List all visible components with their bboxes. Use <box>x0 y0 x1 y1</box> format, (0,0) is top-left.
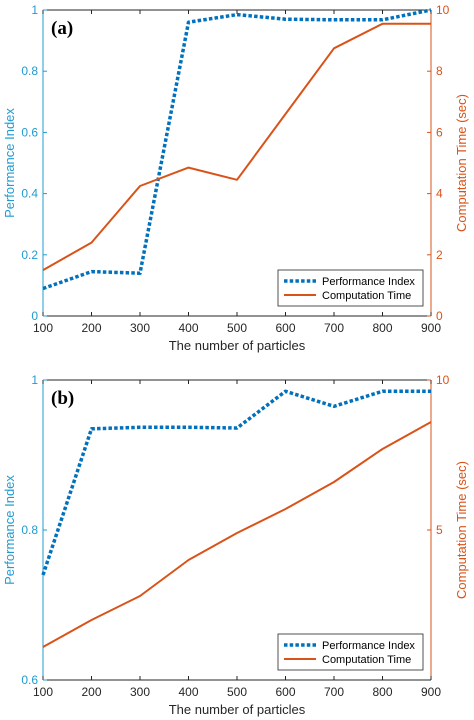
x-tick-label: 100 <box>33 685 53 699</box>
left-y-tick-label: 0.8 <box>21 64 38 78</box>
right-y-tick-label: 0 <box>436 309 443 323</box>
series-line-performance-index <box>42 8 432 291</box>
left-y-tick-label: 0.6 <box>21 673 38 687</box>
x-tick-label: 900 <box>421 685 441 699</box>
legend-label: Performance Index <box>322 276 415 288</box>
series-line-performance-index <box>41 389 431 576</box>
left-y-tick-label: 0.8 <box>21 523 38 537</box>
left-y-tick-label: 1 <box>31 373 38 387</box>
x-axis-label: The number of particles <box>169 338 306 353</box>
chart-panel-a: 100 200 300 400 500 600 700 800 90000.20.40.60.8… <box>2 3 469 353</box>
x-tick-label: 800 <box>372 685 392 699</box>
chart-panel-b: 100 200 300 400 500 600 700 800 900 0.6 0.8 1 5 10 The… <box>2 373 469 717</box>
x-tick-label: 600 <box>275 321 295 335</box>
legend-label: Computation Time <box>322 290 411 302</box>
right-y-tick-label: 2 <box>436 248 443 262</box>
right-y-axis-label: Computation Time (sec) <box>454 94 469 232</box>
series-line-computation-time <box>42 421 432 648</box>
legend-box <box>277 633 424 671</box>
x-tick-label: 300 <box>130 321 150 335</box>
left-y-tick-label: 0.4 <box>21 187 38 201</box>
x-tick-label: 700 <box>324 321 344 335</box>
x-tick-label: 400 <box>178 321 198 335</box>
panel-label: (a) <box>51 18 73 39</box>
x-tick-label: 800 <box>372 321 392 335</box>
x-tick-label: 100 <box>33 321 53 335</box>
right-y-axis-label: Computation Time (sec) <box>454 461 469 599</box>
x-tick-label: 300 <box>130 685 150 699</box>
legend-label: Computation Time <box>322 654 411 666</box>
right-y-tick-label: 4 <box>436 187 443 201</box>
right-y-tick-label: 5 <box>436 523 443 537</box>
x-tick-label: 600 <box>275 685 295 699</box>
x-tick-label: 500 <box>227 685 247 699</box>
x-tick-label: 700 <box>324 685 344 699</box>
x-tick-label: 200 <box>81 685 101 699</box>
x-tick-label: 400 <box>178 685 198 699</box>
left-y-tick-label: 1 <box>31 3 38 17</box>
left-y-axis-label: Performance Index <box>2 108 17 218</box>
left-y-axis-label: Performance Index <box>2 475 17 585</box>
x-tick-label: 500 <box>227 321 247 335</box>
legend-label: Performance Index <box>322 640 415 652</box>
right-y-tick-label: 8 <box>436 64 443 78</box>
legend-box <box>277 269 424 307</box>
x-axis-label: The number of particles <box>169 702 306 717</box>
right-y-tick-label: 6 <box>436 125 443 139</box>
legend: Performance Index Computation Time <box>277 269 424 307</box>
right-y-tick-label: 10 <box>436 373 450 387</box>
series-line-computation-time <box>42 22 431 271</box>
x-tick-label: 200 <box>81 321 101 335</box>
x-tick-label: 900 <box>421 321 441 335</box>
legend: Performance Index Computation Time <box>277 633 424 671</box>
right-y-tick-label: 10 <box>436 3 450 17</box>
panel-label: (b) <box>51 388 74 409</box>
left-y-tick-label: 0.6 <box>21 125 38 139</box>
left-y-tick-label: 0 <box>31 309 38 323</box>
left-y-tick-label: 0.2 <box>21 248 38 262</box>
